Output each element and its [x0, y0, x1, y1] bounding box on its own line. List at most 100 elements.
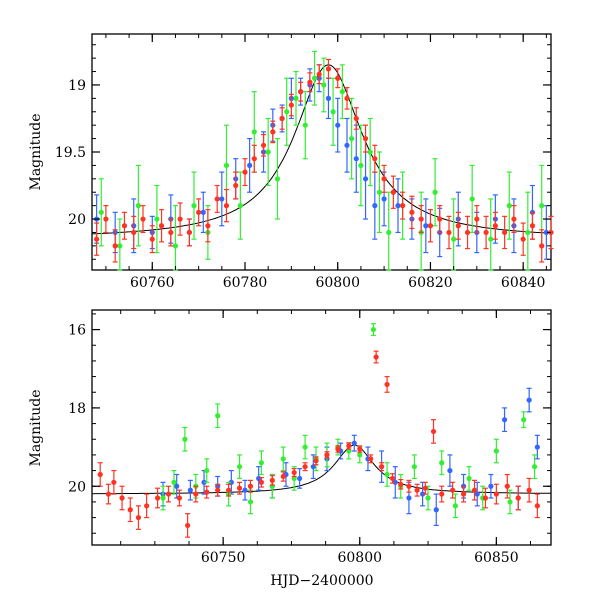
data-marker [430, 428, 437, 435]
data-marker [260, 142, 267, 148]
top-axis-ticks: 60760 60780 60800 60820 60840 19 19.5 20 [55, 34, 551, 291]
data-point [390, 175, 396, 209]
data-marker [172, 243, 179, 249]
data-marker [247, 162, 253, 169]
data-marker [452, 503, 458, 509]
data-point [395, 178, 401, 234]
data-marker [291, 469, 297, 476]
data-point [258, 477, 264, 488]
bottom-y-axis-title: Magnitude [28, 389, 44, 466]
data-marker [362, 135, 369, 142]
data-marker [182, 436, 188, 442]
data-marker [362, 176, 369, 182]
data-marker [451, 236, 457, 242]
data-marker [339, 89, 345, 95]
data-marker [414, 487, 420, 493]
data-marker [274, 176, 281, 182]
data-marker [288, 102, 294, 108]
top-data-points [94, 50, 554, 271]
data-point [186, 218, 192, 247]
data-point [171, 469, 177, 495]
data-point [370, 323, 377, 337]
data-marker [474, 491, 480, 497]
data-marker [171, 479, 177, 485]
data-point [411, 454, 417, 480]
data-marker [526, 487, 532, 493]
data-marker [539, 243, 545, 249]
data-point [283, 462, 289, 487]
data-point [191, 171, 197, 240]
data-point [98, 178, 104, 247]
data-marker [140, 216, 146, 222]
data-marker [94, 236, 100, 242]
data-point [223, 188, 230, 223]
data-point [119, 485, 125, 511]
data-point [302, 91, 308, 160]
data-marker [223, 203, 230, 209]
data-point [351, 434, 357, 452]
data-point [293, 70, 299, 126]
data-marker [450, 487, 456, 493]
data-point [242, 479, 248, 501]
data-marker [335, 446, 341, 452]
data-marker [215, 487, 221, 493]
data-point [432, 158, 438, 227]
data-point [353, 124, 359, 193]
data-marker [233, 182, 239, 189]
y-tick-label: 19.5 [55, 145, 86, 161]
data-marker [280, 473, 286, 480]
data-marker [335, 75, 341, 81]
data-marker [425, 495, 431, 501]
data-point [172, 205, 179, 271]
data-point [176, 489, 183, 507]
data-marker [105, 491, 111, 497]
data-marker [353, 156, 359, 162]
data-marker [390, 189, 396, 195]
data-marker [525, 229, 531, 236]
data-point [215, 403, 221, 429]
data-marker [97, 471, 103, 478]
data-marker [353, 115, 359, 122]
data-point [349, 97, 355, 180]
data-marker [529, 223, 536, 229]
data-point [97, 462, 103, 487]
data-point [298, 81, 304, 102]
data-marker [242, 169, 248, 175]
data-point [117, 218, 123, 271]
data-marker [381, 176, 387, 182]
data-point [135, 505, 142, 530]
data-marker [247, 499, 254, 505]
data-marker [501, 417, 508, 423]
data-point [302, 462, 308, 472]
data-point [381, 164, 387, 193]
data-point [386, 191, 392, 271]
data-point [452, 493, 458, 519]
data-marker [251, 129, 257, 135]
data-marker [160, 495, 166, 501]
data-point [422, 481, 428, 495]
data-point [418, 205, 424, 234]
data-point [335, 68, 341, 89]
data-point [344, 87, 350, 110]
data-point [466, 466, 472, 491]
data-marker [471, 487, 478, 493]
data-marker [176, 495, 183, 501]
top-model-curve-group [91, 64, 552, 235]
data-marker [258, 479, 264, 485]
data-marker [483, 229, 489, 236]
data-marker [488, 483, 494, 489]
data-point [506, 171, 512, 240]
data-marker [539, 203, 545, 209]
data-point [204, 485, 210, 499]
data-marker [324, 452, 330, 458]
data-marker [398, 481, 404, 487]
data-marker [367, 149, 373, 155]
data-marker [534, 444, 540, 450]
data-marker [526, 397, 532, 403]
data-point [103, 205, 109, 234]
data-marker [432, 189, 438, 195]
data-point [419, 481, 426, 507]
data-point [529, 211, 536, 240]
data-marker [196, 209, 202, 215]
data-marker [247, 483, 254, 489]
